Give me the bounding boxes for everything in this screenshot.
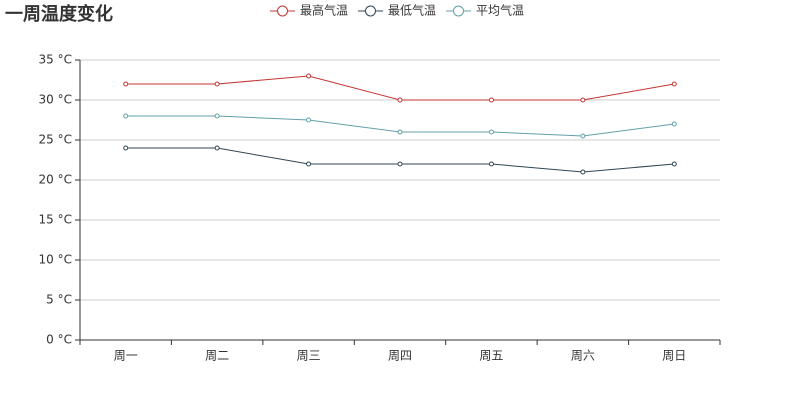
data-point	[397, 129, 403, 135]
data-point	[488, 161, 494, 167]
y-tick-label: 25 °C	[39, 133, 72, 147]
legend-label: 最低气温	[388, 3, 436, 18]
x-tick-label: 周六	[571, 349, 595, 363]
legend-symbol	[277, 5, 288, 17]
x-tick-label: 周一	[114, 349, 138, 363]
data-point	[580, 97, 586, 103]
data-point	[580, 133, 586, 139]
data-point	[306, 161, 312, 167]
y-tick-label: 30 °C	[39, 93, 72, 107]
series-line	[125, 75, 675, 101]
x-tick-label: 周二	[205, 349, 229, 363]
data-point	[488, 129, 494, 135]
data-point	[123, 145, 129, 151]
data-point	[397, 97, 403, 103]
data-point	[214, 81, 220, 87]
data-point	[123, 81, 129, 87]
data-point	[580, 169, 586, 175]
chart-title: 一周温度变化	[5, 3, 113, 25]
y-tick-label: 35 °C	[39, 53, 72, 67]
data-point	[123, 113, 129, 119]
data-point	[214, 145, 220, 151]
x-tick-label: 周三	[297, 349, 321, 363]
x-tick-label: 周日	[662, 349, 686, 363]
y-tick-label: 0 °C	[46, 333, 72, 347]
y-tick-label: 10 °C	[39, 253, 72, 267]
series-line	[125, 147, 675, 173]
data-point	[306, 117, 312, 123]
data-point	[306, 73, 312, 79]
x-tick-label: 周四	[388, 349, 412, 363]
x-tick-label: 周五	[479, 349, 503, 363]
data-point	[397, 161, 403, 167]
y-tick-label: 20 °C	[39, 173, 72, 187]
data-point	[671, 121, 677, 127]
data-point	[488, 97, 494, 103]
data-point	[671, 81, 677, 87]
data-point	[214, 113, 220, 119]
legend-label: 最高气温	[300, 3, 348, 18]
legend-label: 平均气温	[476, 3, 524, 18]
legend-symbol	[453, 5, 464, 17]
y-tick-label: 5 °C	[46, 293, 72, 307]
y-tick-label: 15 °C	[39, 213, 72, 227]
legend-symbol	[365, 5, 376, 17]
data-point	[671, 161, 677, 167]
